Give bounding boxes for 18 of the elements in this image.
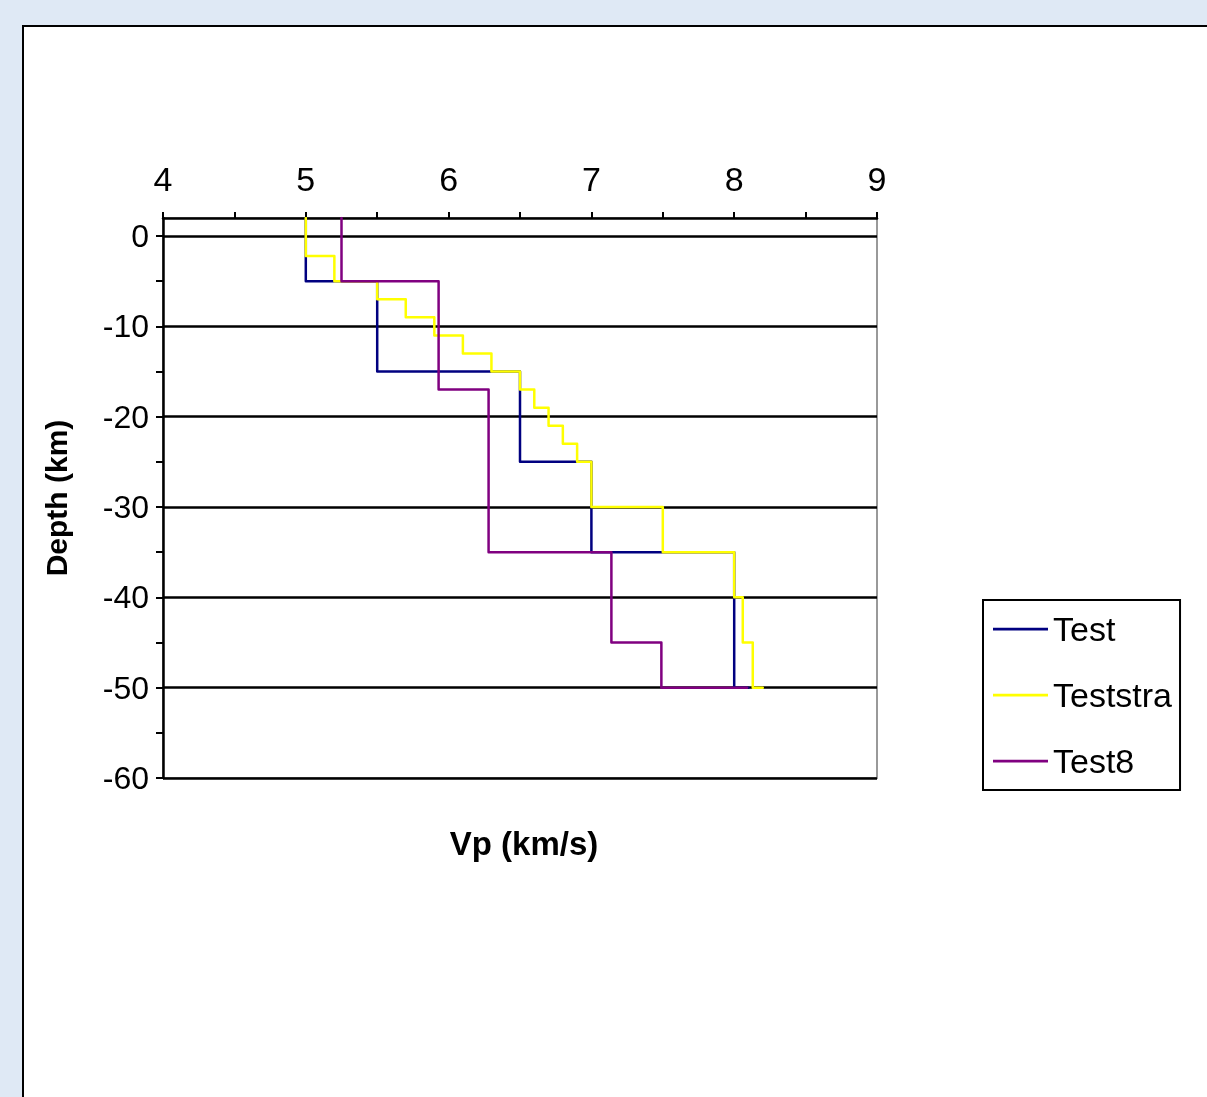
x-axis-title: Vp (km/s) xyxy=(449,825,599,862)
y-tick-label: -20 xyxy=(102,398,149,435)
legend-label: Test xyxy=(1053,610,1116,648)
legend-label: Teststra xyxy=(1053,676,1173,714)
x-tick-label: 8 xyxy=(724,160,744,198)
y-tick-label: 0 xyxy=(131,218,149,255)
x-tick-label: 4 xyxy=(153,160,173,198)
y-tick-label: -50 xyxy=(102,669,149,706)
y-tick-label: -40 xyxy=(102,579,149,616)
x-tick-label: 7 xyxy=(581,160,601,198)
y-axis-title: Depth (km) xyxy=(39,419,73,577)
y-tick-label: -10 xyxy=(102,308,149,345)
y-tick-label: -30 xyxy=(102,489,149,526)
x-tick-label: 6 xyxy=(439,160,459,198)
y-tick-label: -60 xyxy=(102,760,149,796)
x-tick-label: 9 xyxy=(867,160,887,198)
x-tick-label: 5 xyxy=(296,160,316,198)
legend-label: Test8 xyxy=(1053,742,1135,780)
